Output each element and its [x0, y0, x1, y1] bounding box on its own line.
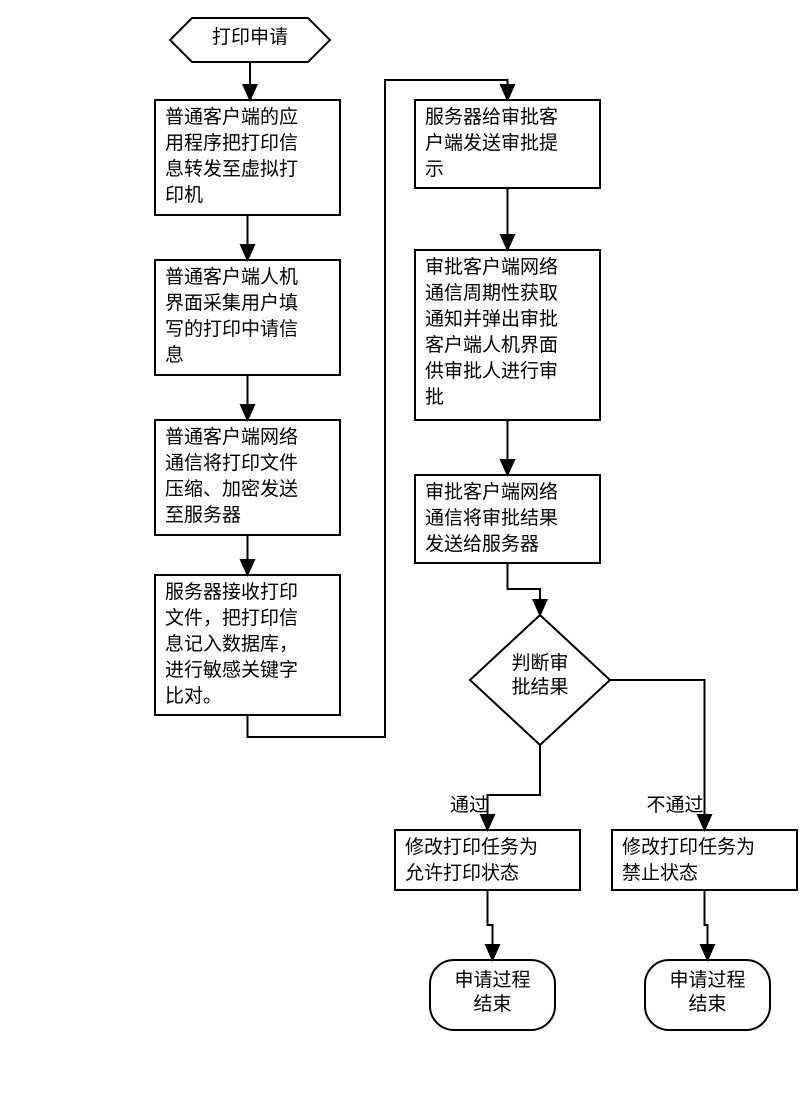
svg-text:申请过程: 申请过程 — [454, 969, 530, 991]
svg-text:判断审: 判断审 — [511, 652, 568, 674]
svg-text:普通客户端人机: 普通客户端人机 — [165, 266, 298, 288]
svg-text:写的打印中请信: 写的打印中请信 — [165, 318, 298, 340]
svg-text:批: 批 — [425, 386, 444, 408]
svg-text:至服务器: 至服务器 — [165, 504, 241, 526]
svg-text:结束: 结束 — [473, 993, 511, 1015]
svg-text:服务器接收打印: 服务器接收打印 — [165, 581, 298, 603]
svg-text:通信周期性获取: 通信周期性获取 — [425, 282, 558, 304]
svg-text:通知并弹出审批: 通知并弹出审批 — [425, 308, 558, 330]
svg-text:审批客户端网络: 审批客户端网络 — [425, 481, 558, 503]
svg-text:客户端人机界面: 客户端人机界面 — [425, 334, 558, 356]
svg-text:允许打印状态: 允许打印状态 — [405, 862, 519, 884]
svg-text:进行敏感关键字: 进行敏感关键字 — [165, 659, 298, 681]
svg-text:示: 示 — [425, 159, 444, 180]
svg-text:通信将打印文件: 通信将打印文件 — [165, 452, 298, 474]
svg-text:文件，把打印信: 文件，把打印信 — [165, 607, 298, 629]
svg-text:禁止状态: 禁止状态 — [622, 862, 698, 884]
svg-text:不通过: 不通过 — [647, 794, 704, 816]
svg-text:发送给服务器: 发送给服务器 — [425, 533, 539, 555]
svg-text:修改打印任务为: 修改打印任务为 — [622, 836, 755, 858]
svg-text:结束: 结束 — [688, 993, 726, 1015]
svg-text:印机: 印机 — [165, 184, 203, 206]
svg-text:服务器给审批客: 服务器给审批客 — [425, 106, 558, 128]
svg-text:打印申请: 打印申请 — [212, 26, 288, 48]
flowchart: 打印申请普通客户端的应用程序把打印信息转发至虚拟打印机普通客户端人机界面采集用户… — [0, 0, 800, 1120]
svg-text:修改打印任务为: 修改打印任务为 — [405, 836, 538, 858]
svg-text:普通客户端的应: 普通客户端的应 — [165, 106, 298, 128]
svg-text:申请过程: 申请过程 — [669, 969, 745, 991]
svg-text:息记入数据库，: 息记入数据库， — [165, 633, 298, 655]
svg-text:批结果: 批结果 — [511, 676, 568, 698]
svg-text:普通客户端网络: 普通客户端网络 — [165, 426, 298, 448]
svg-text:用程序把打印信: 用程序把打印信 — [165, 132, 298, 154]
svg-text:息转发至虚拟打: 息转发至虚拟打 — [165, 158, 298, 180]
svg-text:通过: 通过 — [450, 794, 488, 816]
svg-text:息: 息 — [165, 344, 184, 366]
svg-text:界面采集用户填: 界面采集用户填 — [165, 292, 298, 314]
svg-text:通信将审批结果: 通信将审批结果 — [425, 507, 558, 529]
svg-text:户端发送审批提: 户端发送审批提 — [425, 132, 558, 154]
svg-text:比对。: 比对。 — [165, 685, 222, 707]
svg-text:审批客户端网络: 审批客户端网络 — [425, 256, 558, 278]
svg-text:供审批人进行审: 供审批人进行审 — [425, 360, 558, 382]
svg-text:压缩、加密发送: 压缩、加密发送 — [165, 478, 298, 500]
